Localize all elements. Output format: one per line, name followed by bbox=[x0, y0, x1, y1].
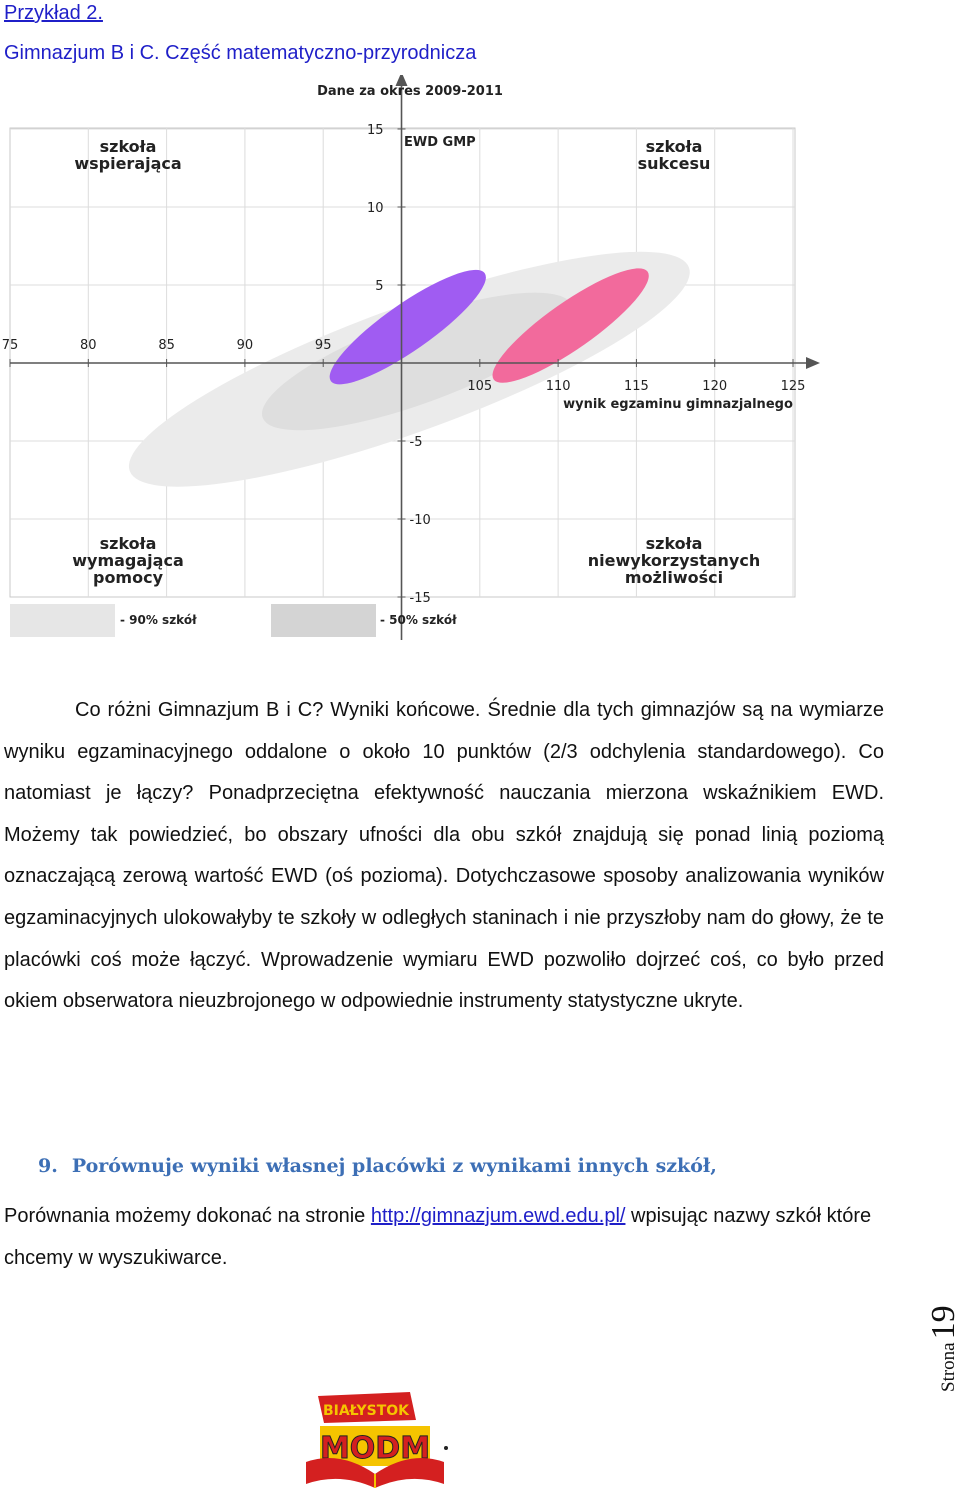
x-axis-arrow-icon bbox=[806, 357, 820, 369]
quadrant-label-bottom-left: pomocy bbox=[93, 568, 164, 587]
x-tick-label: 85 bbox=[158, 338, 175, 353]
legend-label: - 50% szkół bbox=[380, 613, 457, 627]
quadrant-label-top-right: sukcesu bbox=[638, 154, 711, 173]
logo-top-text: BIAŁYSTOK bbox=[323, 1403, 410, 1419]
y-tick-label: 5 bbox=[375, 279, 383, 294]
quadrant-label-bottom-right: niewykorzystanych bbox=[588, 551, 760, 570]
x-tick-label: 75 bbox=[2, 338, 19, 353]
compare-paragraph: Porównania możemy dokonać na stronie htt… bbox=[4, 1196, 884, 1279]
population-50-ellipse bbox=[261, 292, 573, 431]
x-tick-label: 110 bbox=[546, 379, 571, 394]
quadrant-label-bottom-left: wymagająca bbox=[72, 551, 184, 570]
legend-swatch bbox=[10, 604, 115, 637]
page-number-value: 19 bbox=[925, 1305, 960, 1340]
quadrant-label-bottom-left: szkoła bbox=[100, 534, 157, 553]
quadrant-label-top-left: szkoła bbox=[100, 137, 157, 156]
x-tick-label: 90 bbox=[237, 338, 254, 353]
x-tick-label: 120 bbox=[702, 379, 727, 394]
example-label: Przykład 2. bbox=[4, 2, 103, 24]
legend-swatch bbox=[271, 604, 376, 637]
body-paragraph-text: Co różni Gimnazjum B i C? Wyniki końcowe… bbox=[4, 699, 884, 1013]
section-number: 9. bbox=[38, 1155, 58, 1177]
page-word: Strona bbox=[938, 1342, 959, 1392]
school-b-ellipse bbox=[329, 269, 486, 385]
y-tick-label: -5 bbox=[410, 435, 423, 450]
quadrant-labels: szkoławspierającaszkołasukcesuszkoławyma… bbox=[72, 137, 760, 587]
section-heading: 9. Porównuje wyniki własnej placówki z wy… bbox=[38, 1152, 717, 1180]
quadrant-label-bottom-right: szkoła bbox=[646, 534, 703, 553]
quadrant-label-bottom-right: możliwości bbox=[625, 568, 723, 587]
legend-label: - 90% szkół bbox=[120, 613, 197, 627]
ewd-website-link[interactable]: http://gimnazjum.ewd.edu.pl/ bbox=[370, 1205, 626, 1227]
quadrant-label-top-right: szkoła bbox=[646, 137, 703, 156]
body-paragraph: Co różni Gimnazjum B i C? Wyniki końcowe… bbox=[4, 690, 884, 1023]
document-subtitle: Gimnazjum B i C. Część matematyczno-przy… bbox=[4, 42, 477, 64]
school-c-ellipse bbox=[492, 268, 649, 383]
chart-title: Dane za okres 2009-2011 bbox=[317, 84, 503, 99]
x-tick-label: 115 bbox=[624, 379, 649, 394]
x-tick-label: 125 bbox=[781, 379, 806, 394]
logo-banner bbox=[318, 1392, 416, 1423]
compare-text-after: wpisując nazwy szkół które chcemy w wysz… bbox=[4, 1205, 872, 1269]
logo-dot bbox=[444, 1446, 448, 1450]
chart-x-axis-label: wynik egzaminu gimnazjalnego bbox=[563, 397, 793, 412]
chart-legend: - 90% szkół - 50% szkół bbox=[10, 604, 457, 637]
confidence-ellipses bbox=[128, 251, 690, 487]
y-tick-label: -10 bbox=[410, 513, 431, 528]
page-number: Strona19 bbox=[925, 1305, 960, 1392]
y-axis-arrow-icon bbox=[395, 75, 408, 86]
chart-y-axis-label: EWD GMP bbox=[404, 135, 476, 150]
y-tick-label: 10 bbox=[367, 201, 384, 216]
chart-axes bbox=[9, 75, 820, 640]
y-tick-label: -15 bbox=[410, 591, 431, 606]
x-tick-label: 80 bbox=[80, 338, 97, 353]
quadrant-label-top-left: wspierająca bbox=[74, 154, 181, 173]
modm-bialystok-logo: BIAŁYSTOK MODM bbox=[306, 1392, 448, 1488]
x-tick-label: 95 bbox=[315, 338, 332, 353]
compare-text-before: Porównania możemy dokonać na stronie bbox=[4, 1205, 371, 1227]
section-title: Porównuje wyniki własnej placówki z wyni… bbox=[71, 1155, 717, 1177]
logo-book-icon bbox=[306, 1458, 444, 1488]
x-tick-label: 105 bbox=[467, 379, 492, 394]
y-tick-label: 15 bbox=[367, 123, 384, 138]
